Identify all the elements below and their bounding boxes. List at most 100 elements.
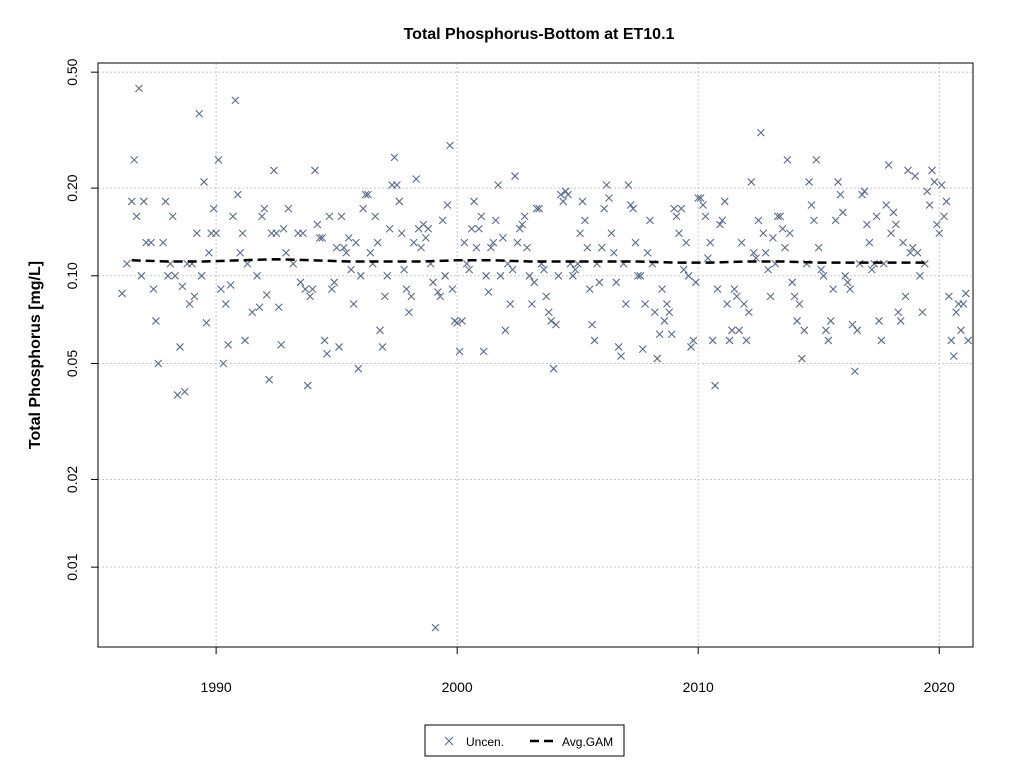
chart-title: Total Phosphorus-Bottom at ET10.1 [404,26,675,43]
data-point [373,238,382,247]
data-point [311,166,319,175]
data-point [701,212,710,221]
y-axis: 0.01 0.02 0.05 0.10 0.20 0.50 [64,58,98,581]
data-point [583,243,592,252]
data-point [417,243,425,252]
data-point [248,308,257,317]
data-point [202,318,211,327]
data-point [477,212,486,221]
data-point [793,317,801,325]
data-point [303,381,312,390]
data-point [797,354,806,363]
data-point [474,224,483,233]
data-point [299,229,307,238]
data-point [161,197,170,206]
data-point [385,224,394,233]
data-point [262,291,271,299]
data-point [547,317,556,325]
data-point [959,300,968,308]
data-point [571,265,580,274]
data-point [499,233,507,242]
data-point [660,317,669,325]
data-point [176,343,184,351]
data-point [221,300,230,308]
data-point [675,229,683,238]
data-point [460,238,469,247]
y-tick-label: 0.50 [64,58,80,85]
data-point [600,204,609,213]
data-point [814,243,823,252]
data-point [846,285,854,294]
x-tick-label: 2020 [924,679,955,695]
data-point [634,271,642,280]
data-point [489,238,498,247]
data-point [718,216,727,225]
data-point [383,271,392,280]
data-point [624,181,633,189]
data-point [737,238,746,247]
data-point [949,352,958,361]
data-point [347,265,355,274]
data-point [756,128,765,137]
data-point [436,292,445,301]
data-point [834,178,842,186]
data-point [913,248,922,257]
data-point [906,248,915,257]
data-point [679,265,688,274]
data-point [819,271,828,280]
data-point [282,248,290,257]
data-point [315,233,324,242]
data-point [544,308,553,317]
data-point [395,197,404,206]
data-point [932,220,941,229]
data-point [342,248,351,257]
data-point [284,204,293,213]
data-point [773,212,782,221]
data-point [964,336,973,345]
legend-box [424,724,625,757]
data-point [229,212,237,221]
data-point [349,300,358,308]
data-point [947,336,956,345]
data-point [204,248,213,257]
data-point [631,238,640,247]
data-point [494,181,503,189]
data-point [123,259,131,268]
data-point [214,155,223,164]
data-point [556,190,565,199]
data-point [744,308,753,317]
data-point [826,317,835,325]
data-point [277,340,286,349]
data-point [540,265,548,274]
data-point [585,285,594,294]
data-point [899,238,907,247]
data-point [812,155,821,164]
data-point [607,229,616,238]
data-point [164,271,172,280]
data-point [829,285,838,294]
data-point [699,201,707,209]
data-point [535,204,544,213]
data-point [354,364,363,373]
data-point [889,208,898,217]
data-point [732,292,741,301]
data-point [448,285,457,294]
data-point [713,285,722,294]
data-point [479,347,488,356]
data-point [337,212,346,221]
data-point [265,375,274,384]
data-point [769,233,777,242]
data-point [195,109,204,118]
data-point [952,308,961,317]
data-point [578,197,587,206]
data-point [515,224,524,233]
data-point [332,243,341,252]
data-point [520,212,529,221]
data-point [747,178,756,186]
data-point [335,343,343,351]
data-point [446,141,454,150]
data-point [255,303,264,312]
data-point [508,265,517,274]
data-point [850,367,859,376]
data-point [778,224,787,233]
